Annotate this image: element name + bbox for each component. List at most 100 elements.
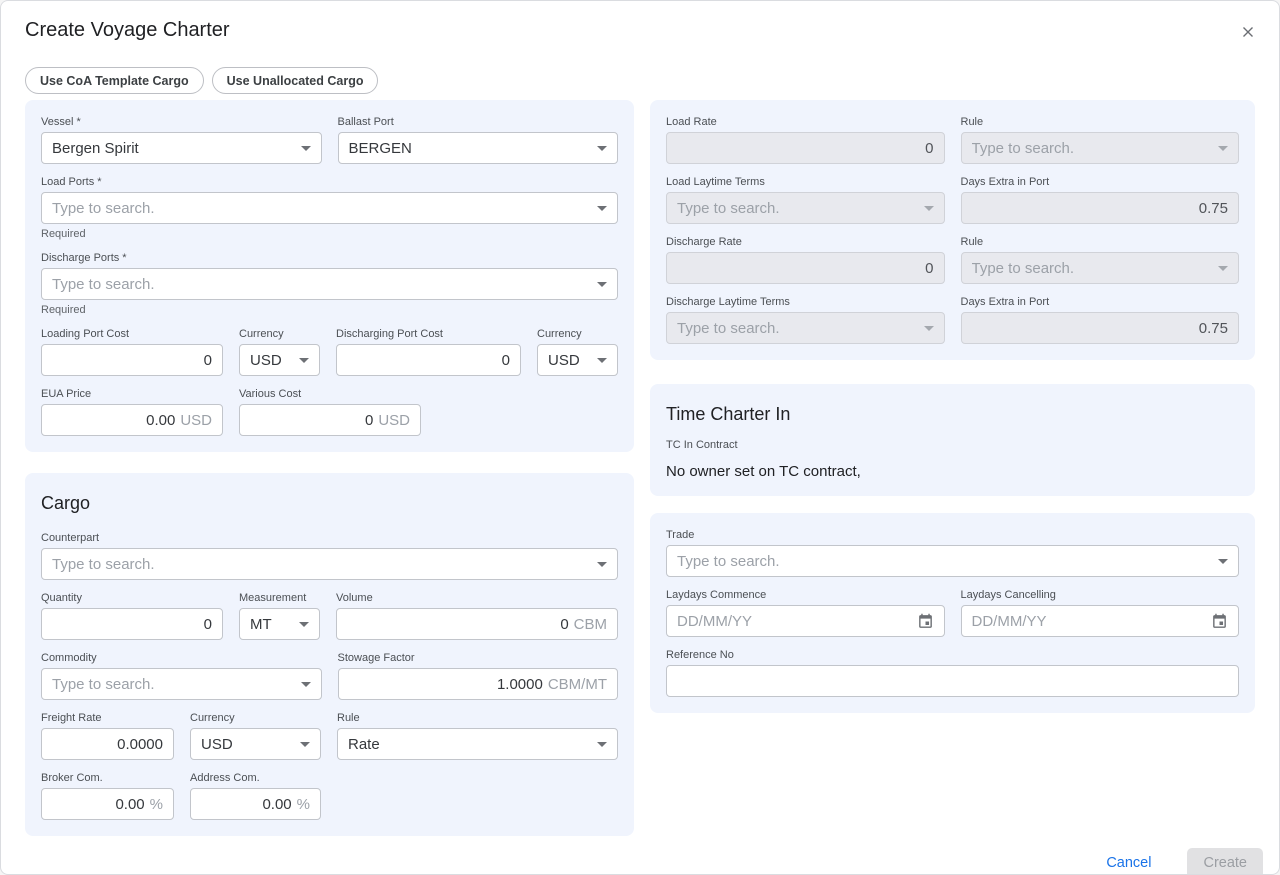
laydays-commence-label: Laydays Commence [666, 589, 767, 601]
chevron-down-icon [299, 621, 309, 627]
volume-input[interactable] [347, 615, 569, 633]
quantity-label: Quantity [41, 592, 82, 604]
create-button[interactable]: Create [1187, 848, 1263, 874]
template-chip-row: Use CoA Template Cargo Use Unallocated C… [1, 67, 1279, 94]
cargo-heading: Cargo [41, 493, 91, 513]
discharge-rule-label: Rule [960, 236, 984, 248]
address-com-label: Address Com. [190, 772, 260, 784]
commodity-input[interactable] [52, 675, 293, 693]
use-unallocated-cargo-button[interactable]: Use Unallocated Cargo [211, 67, 379, 94]
trade-panel: Trade Laydays Commence [650, 513, 1255, 713]
ballast-port-label: Ballast Port [337, 116, 394, 128]
freight-rate-label: Freight Rate [41, 712, 102, 724]
trade-label: Trade [666, 529, 695, 541]
broker-com-input[interactable] [52, 795, 145, 813]
load-ports-select[interactable] [41, 192, 618, 224]
discharging-port-cost-label: Discharging Port Cost [336, 328, 443, 340]
load-ports-input[interactable] [52, 199, 589, 217]
dialog-header: Create Voyage Charter [1, 1, 1279, 47]
calendar-icon[interactable] [917, 613, 934, 630]
eua-price-input[interactable] [52, 411, 176, 429]
discharge-days-extra-label: Days Extra in Port [960, 296, 1050, 308]
chevron-down-icon [1218, 145, 1228, 151]
chevron-down-icon [300, 145, 311, 151]
loading-port-cost-input[interactable] [52, 351, 212, 369]
tc-contract-message: No owner set on TC contract, [666, 463, 861, 480]
discharge-laytime-terms-select: Type to search. [666, 312, 945, 344]
load-days-extra-input [971, 199, 1228, 217]
rule-select[interactable]: Rate [337, 728, 618, 760]
address-com-unit: % [296, 795, 310, 813]
loading-currency-select[interactable]: USD [239, 344, 320, 376]
vessel-select[interactable]: Bergen Spirit [41, 132, 322, 164]
load-rate-input [677, 139, 934, 157]
load-days-extra-label: Days Extra in Port [960, 176, 1050, 188]
close-button[interactable] [1233, 17, 1263, 47]
cancel-button[interactable]: Cancel [1098, 849, 1159, 874]
freight-currency-select[interactable]: USD [190, 728, 321, 760]
broker-com-label: Broker Com. [41, 772, 103, 784]
discharge-ports-select[interactable] [41, 268, 618, 300]
laytime-panel: Load Rate Rule Type to search. [650, 100, 1255, 360]
various-cost-label: Various Cost [239, 388, 302, 400]
trade-select[interactable] [666, 545, 1239, 577]
commodity-select[interactable] [41, 668, 322, 700]
stowage-factor-unit: CBM/MT [547, 675, 607, 693]
freight-rate-input[interactable] [52, 735, 163, 753]
ballast-port-select[interactable]: BERGEN [337, 132, 618, 164]
address-com-input[interactable] [201, 795, 292, 813]
loading-port-cost-label: Loading Port Cost [41, 328, 130, 340]
eua-price-unit: USD [180, 411, 212, 429]
chevron-down-icon [597, 741, 607, 747]
discharging-port-cost-input[interactable] [347, 351, 510, 369]
chevron-down-icon [597, 561, 607, 567]
discharge-ports-input[interactable] [52, 275, 589, 293]
load-rule-label: Rule [960, 116, 984, 128]
quantity-input[interactable] [52, 615, 212, 633]
laydays-commence-input[interactable] [677, 612, 909, 630]
voyage-panel: Vessel * Bergen Spirit Ballast Port BERG… [25, 100, 634, 452]
various-cost-input[interactable] [250, 411, 374, 429]
cargo-panel: Cargo Counterpart Quantity [25, 473, 634, 836]
loading-currency-label: Currency [239, 328, 284, 340]
counterpart-input[interactable] [52, 555, 589, 573]
discharge-rate-label: Discharge Rate [666, 236, 742, 248]
broker-com-unit: % [149, 795, 163, 813]
chevron-down-icon [300, 741, 310, 747]
chevron-down-icon [299, 357, 309, 363]
page-title: Create Voyage Charter [25, 19, 230, 41]
dialog-footer: Cancel Create [1, 836, 1279, 874]
time-charter-in-heading: Time Charter In [666, 404, 791, 424]
discharge-ports-label: Discharge Ports * [41, 252, 127, 264]
discharge-rule-select: Type to search. [960, 252, 1239, 284]
volume-unit: CBM [573, 615, 607, 633]
load-ports-helper: Required [41, 228, 86, 240]
laydays-cancelling-input[interactable] [971, 612, 1203, 630]
volume-label: Volume [336, 592, 373, 604]
chevron-down-icon [923, 205, 934, 211]
load-rule-select: Type to search. [960, 132, 1239, 164]
vessel-label: Vessel * [41, 116, 81, 128]
trade-input[interactable] [677, 552, 1210, 570]
calendar-icon[interactable] [1211, 613, 1228, 630]
rule-label: Rule [337, 712, 360, 724]
laydays-commence-field[interactable] [666, 605, 945, 637]
use-coa-template-cargo-button[interactable]: Use CoA Template Cargo [25, 67, 204, 94]
discharge-laytime-terms-label: Discharge Laytime Terms [666, 296, 790, 308]
counterpart-select[interactable] [41, 548, 618, 580]
chevron-down-icon [923, 325, 934, 331]
load-laytime-terms-label: Load Laytime Terms [666, 176, 765, 188]
laydays-cancelling-field[interactable] [960, 605, 1239, 637]
load-ports-label: Load Ports * [41, 176, 102, 188]
close-icon [1239, 27, 1257, 44]
reference-no-input[interactable] [677, 672, 1228, 690]
stowage-factor-input[interactable] [348, 675, 543, 693]
chevron-down-icon [597, 145, 607, 151]
discharging-currency-label: Currency [537, 328, 582, 340]
eua-price-label: EUA Price [41, 388, 92, 400]
discharge-ports-helper: Required [41, 304, 86, 316]
commodity-label: Commodity [41, 652, 97, 664]
measurement-select[interactable]: MT [239, 608, 320, 640]
discharging-currency-select[interactable]: USD [537, 344, 618, 376]
reference-no-label: Reference No [666, 649, 734, 661]
